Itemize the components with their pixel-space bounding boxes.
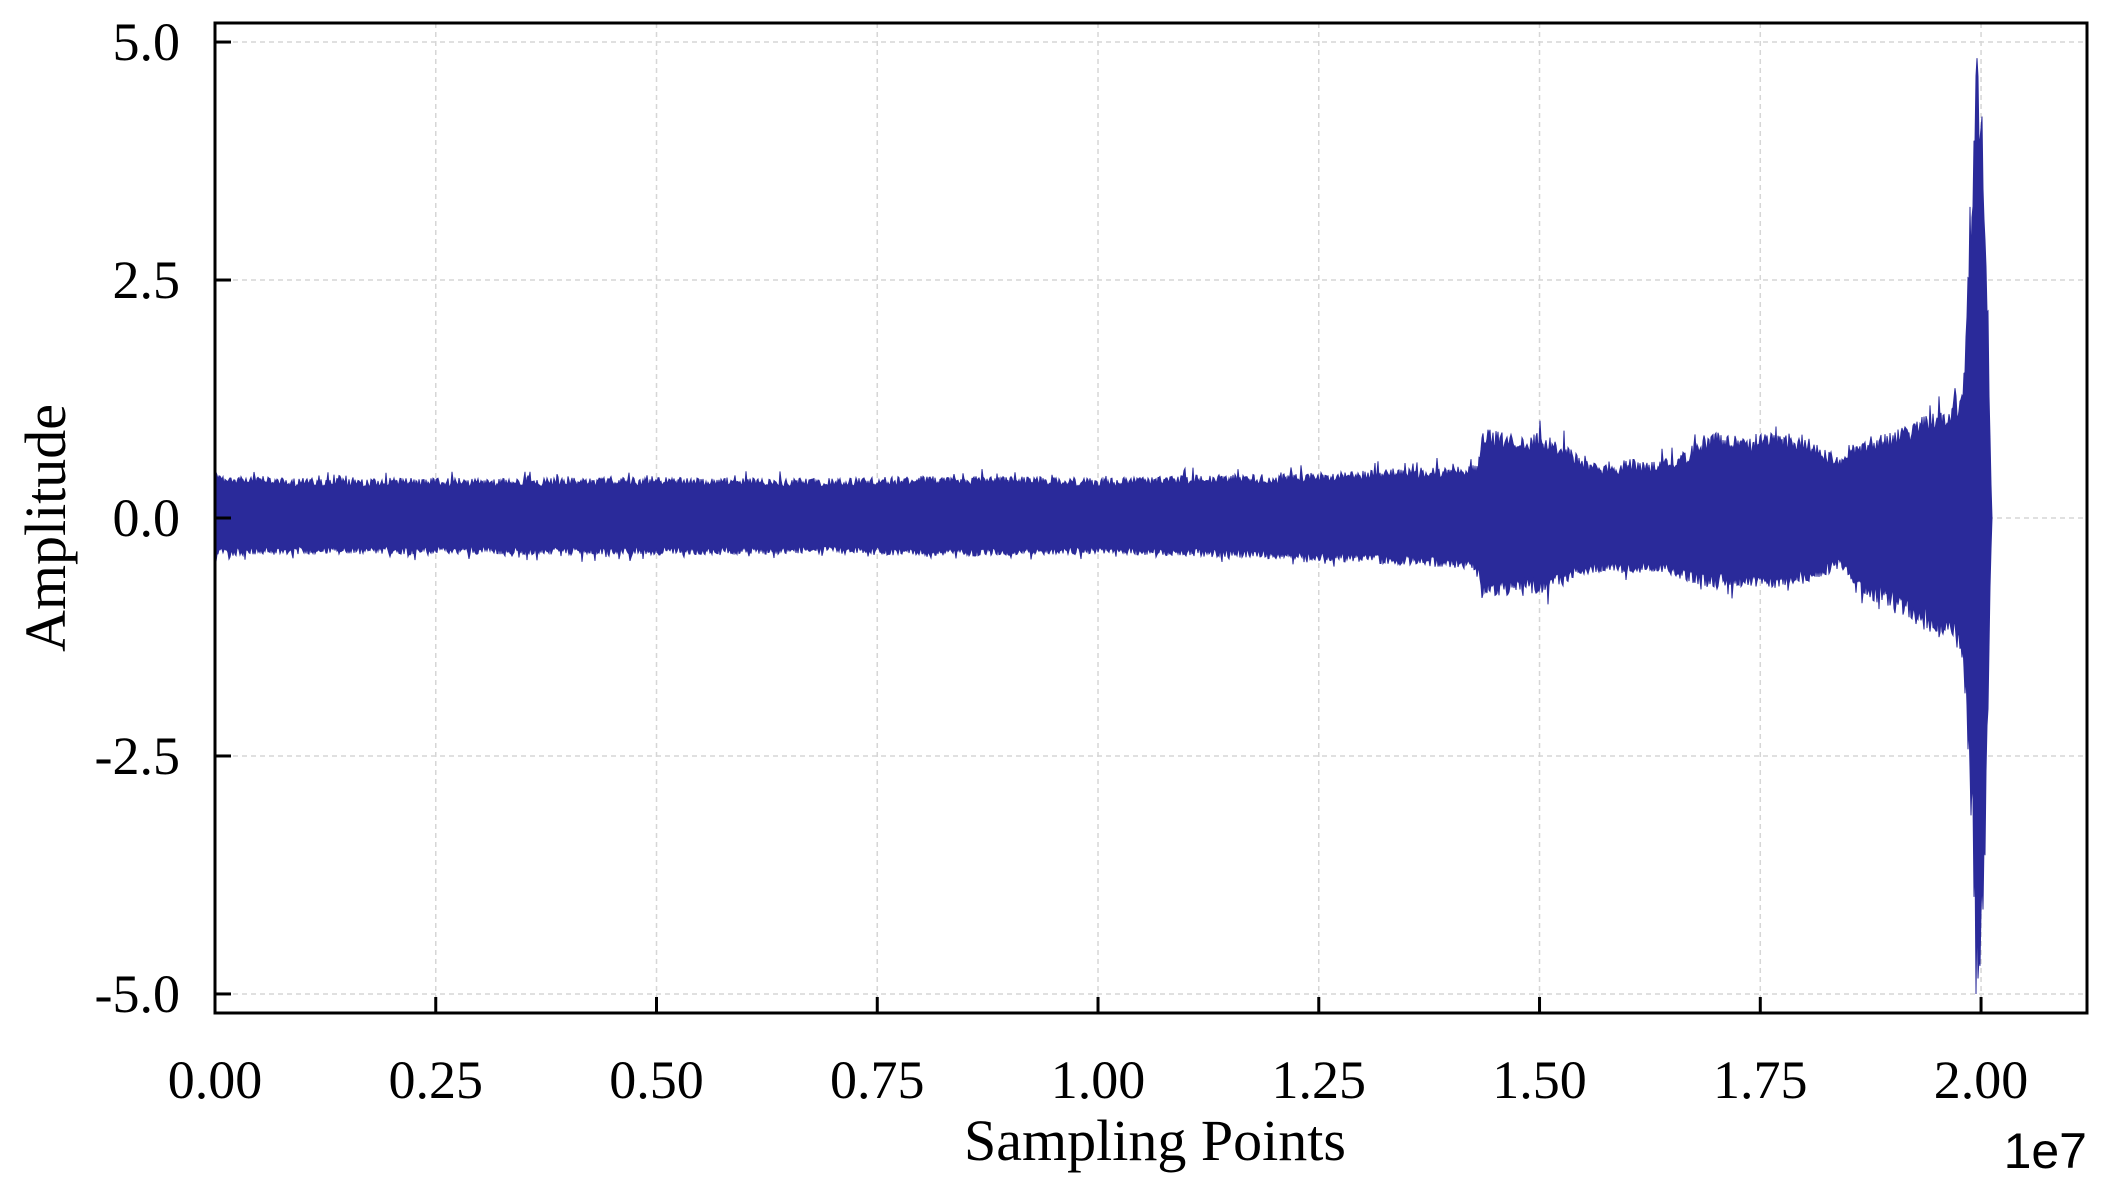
x-axis-label: Sampling Points <box>964 1108 1346 1173</box>
y-tick-label: 0.0 <box>113 488 181 548</box>
x-axis-exponent-label: 1e7 <box>2004 1123 2087 1179</box>
x-tick-label: 0.00 <box>168 1050 263 1110</box>
x-tick-label: 1.50 <box>1492 1050 1587 1110</box>
x-tick-label: 0.75 <box>830 1050 925 1110</box>
y-axis-label: Amplitude <box>13 404 78 652</box>
x-tick-label: 1.00 <box>1051 1050 1146 1110</box>
y-tick-label: 5.0 <box>113 12 181 72</box>
signal-series <box>214 58 1993 995</box>
y-tick-label: -5.0 <box>95 964 180 1024</box>
x-tick-label: 2.00 <box>1934 1050 2029 1110</box>
y-tick-label: 2.5 <box>113 250 181 310</box>
x-axis-ticks: 0.00 0.25 0.50 0.75 1.00 1.25 1.50 1.75 2.00 <box>168 997 2029 1110</box>
x-tick-label: 0.50 <box>609 1050 704 1110</box>
y-tick-label: -2.5 <box>95 726 180 786</box>
x-tick-label: 0.25 <box>389 1050 484 1110</box>
x-tick-label: 1.25 <box>1272 1050 1367 1110</box>
x-tick-label: 1.75 <box>1713 1050 1808 1110</box>
y-axis-ticks: 5.0 2.5 0.0 -2.5 -5.0 <box>95 12 231 1024</box>
